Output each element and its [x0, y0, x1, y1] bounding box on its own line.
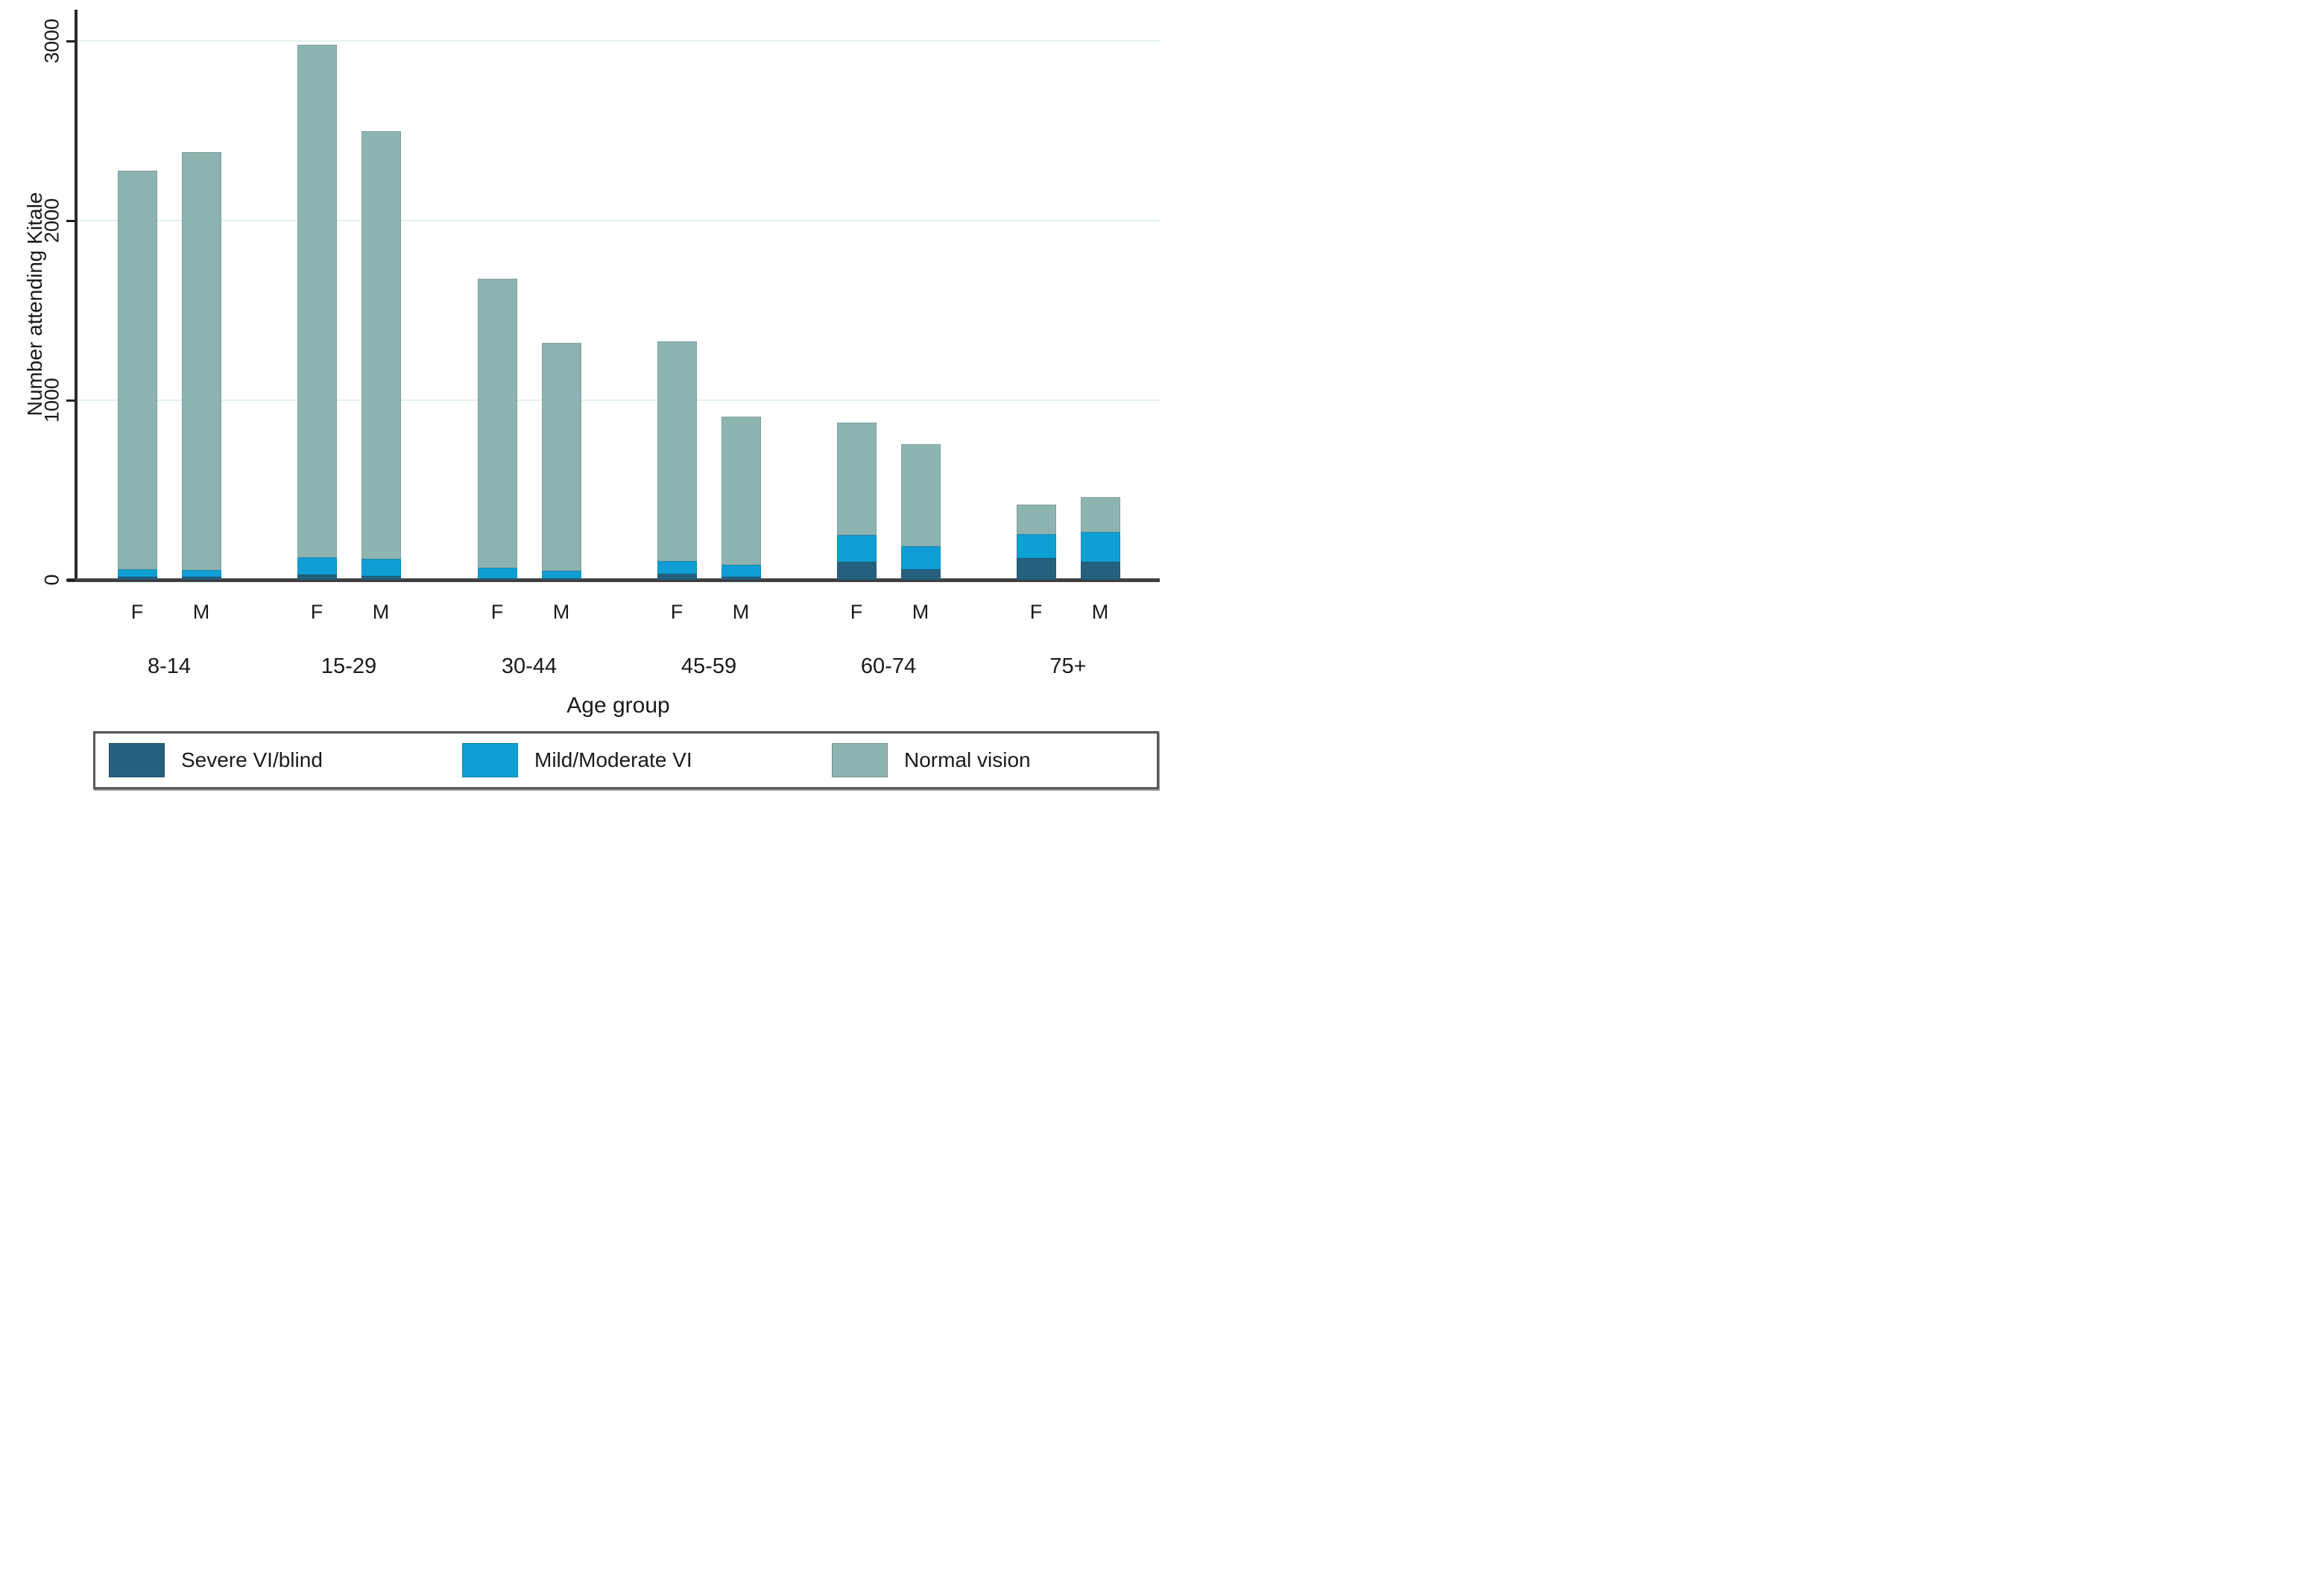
y-tick-0 — [66, 578, 75, 581]
legend-label: Normal vision — [904, 748, 1031, 771]
bar-segment-75+-F-severe — [1016, 558, 1056, 580]
bar-segment-30-44-M-mild — [541, 570, 581, 578]
y-tick-3000 — [66, 40, 75, 42]
bar-segment-45-59-F-normal — [657, 341, 697, 561]
x-label-60-74-M: M — [912, 601, 929, 623]
x-label-8-14-M: M — [192, 601, 210, 623]
x-label-30-44-M: M — [552, 601, 570, 623]
bar-15-29-F — [297, 44, 337, 580]
gridline-3000 — [77, 40, 1161, 42]
bar-15-29-M — [361, 130, 401, 580]
bar-60-74-F — [836, 423, 877, 580]
bar-segment-8-14-F-severe — [117, 577, 157, 580]
bar-segment-15-29-F-severe — [297, 574, 337, 580]
bar-75+-M — [1080, 497, 1120, 580]
x-label-15-29-M: M — [372, 601, 390, 623]
bar-segment-8-14-M-normal — [181, 152, 221, 570]
legend-item-severe-vi-blind: Severe VI/blind — [109, 733, 323, 787]
bar-45-59-F — [657, 341, 697, 580]
legend-label: Mild/Moderate VI — [534, 748, 692, 771]
legend-item-normal-vision: Normal vision — [832, 733, 1031, 787]
y-tick-2000 — [66, 219, 75, 222]
plot-area: 0 1000 2000 3000 — [0, 0, 1162, 586]
bar-segment-45-59-M-normal — [721, 416, 761, 565]
group-label-45-59: 45-59 — [681, 654, 737, 678]
bar-segment-8-14-F-normal — [117, 170, 157, 569]
group-label-60-74: 60-74 — [860, 654, 917, 678]
y-axis-title: Number attending Kitale — [23, 192, 46, 417]
legend-swatch-icon — [109, 743, 165, 777]
bar-segment-60-74-M-severe — [900, 569, 941, 580]
bar-segment-60-74-F-normal — [836, 423, 877, 535]
y-tick-1000 — [66, 399, 75, 402]
bar-segment-60-74-F-mild — [836, 534, 877, 562]
group-label-8-14: 8-14 — [147, 654, 192, 678]
bar-segment-60-74-M-normal — [900, 444, 941, 547]
bar-segment-30-44-F-mild — [477, 568, 517, 578]
bar-segment-30-44-F-normal — [477, 279, 517, 569]
legend-swatch-icon — [462, 743, 518, 777]
bar-segment-60-74-M-mild — [900, 546, 941, 569]
bar-segment-15-29-M-normal — [361, 130, 401, 560]
y-tick-label-0: 0 — [40, 574, 63, 586]
bar-segment-8-14-F-mild — [117, 569, 157, 578]
x-axis-line — [67, 578, 1160, 582]
bar-75+-F — [1016, 504, 1056, 580]
bar-segment-75+-M-mild — [1080, 532, 1120, 562]
bar-segment-30-44-M-severe — [541, 578, 581, 580]
bar-segment-75+-F-normal — [1016, 504, 1056, 534]
legend-swatch-icon — [832, 743, 888, 777]
bar-segment-30-44-M-normal — [541, 342, 581, 571]
y-tick-label-3000: 3000 — [40, 18, 63, 64]
bar-segment-8-14-M-severe — [181, 577, 221, 580]
group-label-15-29: 15-29 — [321, 654, 377, 678]
legend-label: Severe VI/blind — [181, 748, 323, 771]
bar-30-44-F — [477, 279, 517, 580]
bar-segment-15-29-M-mild — [361, 559, 401, 577]
x-label-15-29-F: F — [310, 601, 323, 623]
bar-8-14-F — [117, 170, 157, 580]
bar-8-14-M — [181, 152, 221, 580]
y-axis-line — [75, 10, 78, 581]
bar-segment-75+-F-mild — [1016, 534, 1056, 559]
group-label-75+: 75+ — [1049, 654, 1087, 678]
bar-segment-75+-M-normal — [1080, 497, 1120, 533]
bar-45-59-M — [721, 416, 761, 580]
group-label-30-44: 30-44 — [501, 654, 558, 678]
gridline-1000 — [77, 399, 1161, 401]
bar-segment-45-59-F-severe — [657, 573, 697, 580]
bar-segment-15-29-F-normal — [297, 44, 337, 557]
bar-segment-75+-M-severe — [1080, 561, 1120, 580]
x-label-75+-F: F — [1029, 601, 1043, 623]
bar-segment-60-74-F-severe — [836, 561, 877, 580]
bar-segment-30-44-F-severe — [477, 578, 517, 580]
legend: Severe VI/blind Mild/Moderate VI Normal vi… — [93, 731, 1159, 789]
gridline-2000 — [77, 220, 1161, 221]
x-label-45-59-M: M — [732, 601, 750, 623]
x-label-45-59-F: F — [670, 601, 683, 623]
x-label-60-74-F: F — [850, 601, 863, 623]
bar-segment-15-29-F-mild — [297, 557, 337, 575]
bar-30-44-M — [541, 342, 581, 580]
bar-segment-45-59-F-mild — [657, 560, 697, 574]
bar-segment-45-59-M-mild — [721, 564, 761, 578]
x-label-30-44-F: F — [490, 601, 504, 623]
bar-60-74-M — [900, 444, 941, 580]
x-label-75+-M: M — [1091, 601, 1109, 623]
legend-item-mild-moderate-vi: Mild/Moderate VI — [462, 733, 692, 787]
x-axis-title: Age group — [566, 693, 670, 718]
bar-segment-8-14-M-mild — [181, 569, 221, 578]
bar-segment-15-29-M-severe — [361, 576, 401, 580]
x-label-8-14-F: F — [130, 601, 144, 623]
bar-segment-45-59-M-severe — [721, 577, 761, 580]
